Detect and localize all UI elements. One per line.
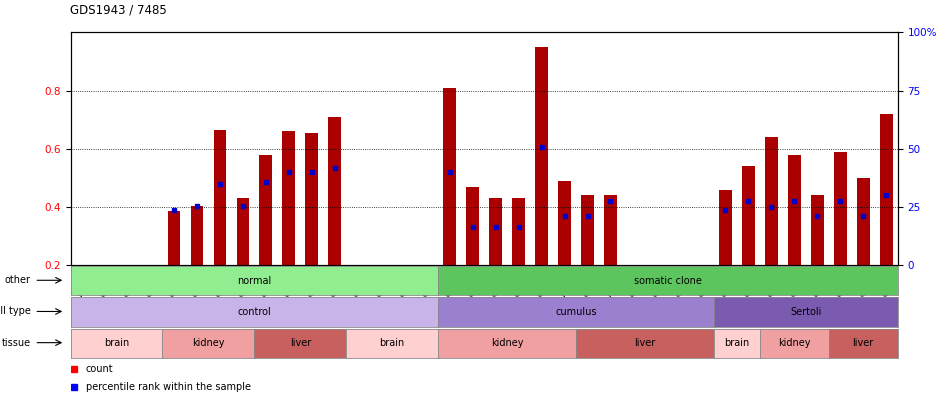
Bar	[857, 178, 870, 265]
Bar	[604, 195, 617, 265]
Bar	[742, 166, 755, 265]
Bar	[765, 137, 777, 265]
Bar	[466, 187, 478, 265]
Bar	[167, 211, 180, 265]
Text: tissue: tissue	[2, 338, 31, 347]
Text: kidney: kidney	[778, 338, 810, 348]
Bar	[237, 198, 249, 265]
Text: liver: liver	[290, 338, 311, 348]
Text: kidney: kidney	[491, 338, 524, 348]
Bar	[444, 88, 456, 265]
Text: liver: liver	[634, 338, 655, 348]
Bar	[535, 47, 548, 265]
Bar	[512, 198, 525, 265]
Text: percentile rank within the sample: percentile rank within the sample	[86, 382, 251, 392]
Bar	[191, 206, 203, 265]
Text: normal: normal	[237, 276, 272, 286]
Text: brain: brain	[724, 338, 749, 348]
Bar	[581, 195, 594, 265]
Bar	[788, 155, 801, 265]
Text: control: control	[238, 307, 272, 317]
Text: cumulus: cumulus	[556, 307, 597, 317]
Bar	[489, 198, 502, 265]
Text: brain: brain	[380, 338, 405, 348]
Text: somatic clone: somatic clone	[634, 276, 702, 286]
Bar	[811, 195, 823, 265]
Bar	[306, 133, 318, 265]
Bar	[213, 130, 227, 265]
Text: cell type: cell type	[0, 307, 31, 316]
Text: kidney: kidney	[192, 338, 225, 348]
Text: other: other	[5, 275, 31, 285]
Bar	[558, 181, 571, 265]
Text: brain: brain	[103, 338, 129, 348]
Bar	[282, 131, 295, 265]
Text: liver: liver	[853, 338, 874, 348]
Text: Sertoli: Sertoli	[791, 307, 822, 317]
Bar	[719, 190, 731, 265]
Bar	[328, 117, 341, 265]
Bar	[880, 114, 892, 265]
Text: GDS1943 / 7485: GDS1943 / 7485	[70, 3, 167, 16]
Bar	[259, 155, 272, 265]
Text: count: count	[86, 364, 113, 374]
Bar	[834, 152, 847, 265]
